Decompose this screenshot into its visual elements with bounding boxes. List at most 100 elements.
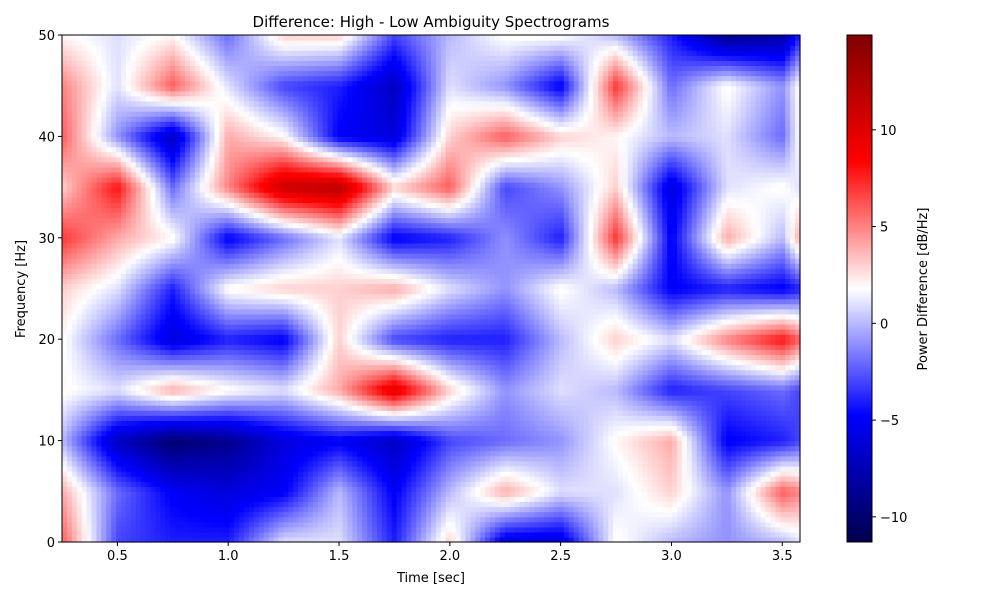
heatmap-cell — [667, 476, 673, 482]
heatmap-cell — [770, 491, 776, 497]
heatmap-cell — [568, 394, 575, 401]
heatmap-cell — [622, 435, 629, 442]
heatmap-cell — [283, 374, 289, 381]
heatmap-cell — [529, 521, 535, 528]
heatmap-cell — [170, 476, 176, 482]
heatmap-cell — [736, 536, 742, 543]
heatmap-cell — [140, 450, 147, 457]
heatmap-cell — [544, 506, 550, 513]
heatmap-cell — [116, 486, 122, 492]
heatmap-cell — [490, 506, 496, 513]
heatmap-cell — [170, 506, 176, 513]
heatmap-cell — [795, 516, 801, 523]
heatmap-cell — [248, 445, 255, 452]
heatmap-cell — [731, 440, 737, 447]
heatmap-cell — [770, 415, 776, 421]
heatmap-cell — [121, 460, 127, 467]
heatmap-cell — [111, 460, 117, 467]
heatmap-cell — [711, 435, 717, 442]
heatmap-cell — [71, 394, 78, 401]
heatmap-cell — [480, 526, 486, 533]
heatmap-cell — [199, 511, 206, 518]
heatmap-cell — [362, 455, 368, 462]
heatmap-cell — [135, 430, 142, 437]
heatmap-cell — [308, 511, 314, 518]
heatmap-cell — [209, 379, 216, 386]
heatmap-cell — [785, 420, 791, 426]
heatmap-cell — [371, 496, 378, 503]
heatmap-cell — [406, 425, 412, 432]
heatmap-cell — [431, 511, 437, 518]
heatmap-cell — [91, 465, 98, 472]
heatmap-cell — [529, 476, 535, 482]
heatmap-cell — [185, 430, 191, 437]
heatmap-cell — [745, 400, 752, 406]
heatmap-cell — [185, 491, 191, 497]
heatmap-cell — [268, 481, 275, 487]
heatmap-cell — [435, 496, 442, 503]
heatmap-cell — [440, 481, 447, 487]
heatmap-cell — [248, 389, 255, 396]
heatmap-cell — [721, 496, 727, 503]
heatmap-cell — [681, 430, 688, 437]
heatmap-cell — [381, 460, 388, 467]
heatmap-cell — [431, 425, 437, 432]
heatmap-cell — [185, 516, 191, 523]
heatmap-cell — [101, 526, 107, 533]
heatmap-cell — [524, 455, 530, 462]
heatmap-cell — [66, 405, 73, 411]
heatmap-cell — [795, 511, 801, 518]
heatmap-cell — [135, 460, 142, 467]
heatmap-cell — [711, 506, 717, 513]
heatmap-cell — [135, 501, 142, 508]
heatmap-cell — [480, 501, 486, 508]
heatmap-cell — [499, 394, 506, 401]
heatmap-cell — [416, 440, 422, 447]
heatmap-cell — [317, 430, 324, 437]
heatmap-cell — [229, 445, 235, 452]
heatmap-cell — [627, 374, 634, 381]
heatmap-cell — [362, 496, 368, 503]
heatmap-cell — [716, 435, 722, 442]
heatmap-cell — [667, 471, 673, 477]
heatmap-cell — [185, 420, 191, 426]
heatmap-cell — [499, 465, 506, 472]
heatmap-cell — [199, 430, 206, 437]
heatmap-cell — [475, 384, 481, 391]
heatmap-cell — [745, 465, 752, 472]
heatmap-cell — [711, 511, 717, 518]
heatmap-cell — [81, 506, 88, 513]
heatmap-cell — [248, 435, 255, 442]
heatmap-cell — [539, 445, 545, 452]
heatmap-cell — [544, 511, 550, 518]
heatmap-cell — [716, 465, 722, 472]
heatmap-cell — [421, 415, 427, 421]
heatmap-cell — [194, 430, 201, 437]
heatmap-cell — [263, 435, 270, 442]
heatmap-cell — [686, 506, 693, 513]
heatmap-cell — [490, 410, 496, 416]
heatmap-cell — [116, 400, 122, 406]
heatmap-cell — [534, 460, 540, 467]
heatmap-cell — [622, 476, 629, 482]
heatmap-cell — [652, 374, 658, 381]
heatmap-cell — [175, 420, 181, 426]
heatmap-cell — [155, 481, 161, 487]
heatmap-cell — [71, 531, 78, 538]
heatmap-cell — [529, 420, 535, 426]
heatmap-cell — [71, 420, 78, 426]
heatmap-cell — [411, 506, 417, 513]
heatmap-cell — [622, 526, 629, 533]
heatmap-cell — [563, 486, 570, 492]
heatmap-cell — [608, 536, 614, 543]
heatmap-cell — [573, 491, 580, 497]
heatmap-cell — [549, 536, 555, 543]
heatmap-cell — [391, 536, 398, 543]
heatmap-cell — [598, 521, 604, 528]
heatmap-cell — [721, 471, 727, 477]
heatmap-cell — [657, 455, 663, 462]
heatmap-cell — [603, 476, 609, 482]
heatmap-cell — [145, 410, 152, 416]
heatmap-cell — [431, 481, 437, 487]
heatmap-cell — [524, 420, 530, 426]
